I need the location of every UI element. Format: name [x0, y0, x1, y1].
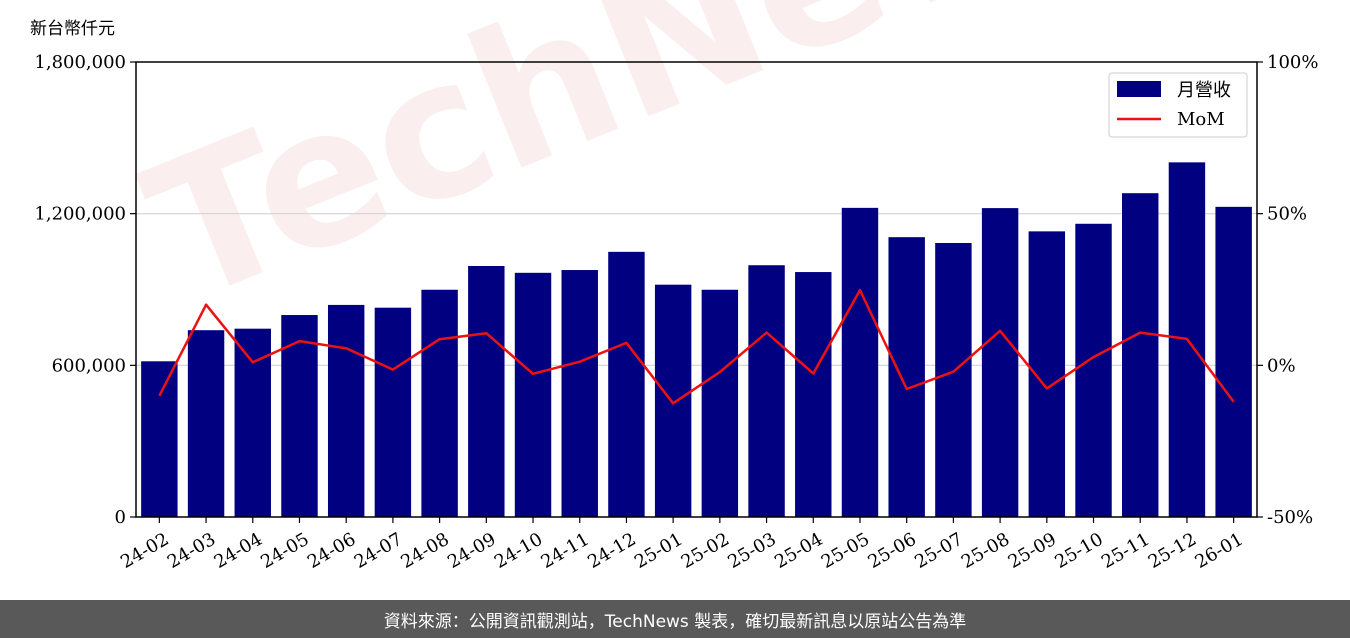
bar	[888, 237, 925, 518]
bar	[654, 284, 692, 517]
legend-label-revenue: 月營收	[1177, 80, 1231, 101]
x-tick-label: 24-12	[584, 529, 639, 573]
legend-bar-swatch	[1117, 81, 1161, 97]
bar	[281, 315, 318, 517]
bar	[514, 272, 552, 517]
bar	[561, 270, 598, 517]
x-tick-label: 24-05	[257, 529, 312, 573]
x-tick-label: 25-03	[724, 529, 779, 573]
right-tick-label: -50%	[1267, 507, 1313, 528]
bar	[608, 251, 645, 517]
left-tick-label: 1,800,000	[34, 52, 126, 73]
y-axis-unit-label: 新台幣仟元	[30, 19, 115, 39]
right-tick-label: 0%	[1267, 355, 1296, 376]
x-tick-label: 24-10	[491, 529, 546, 573]
bar	[468, 265, 505, 517]
footer-source-note: 資料來源：公開資訊觀測站，TechNews 製表，確切最新訊息以原站公告為準	[0, 600, 1350, 638]
x-tick-label: 25-05	[818, 529, 873, 573]
bar	[1122, 193, 1159, 518]
x-tick-label: 25-12	[1145, 529, 1200, 573]
legend-label-mom: MoM	[1177, 109, 1225, 130]
right-tick-label: 50%	[1267, 204, 1307, 225]
left-tick-label: 0	[115, 507, 126, 528]
bar	[1215, 206, 1252, 517]
bar	[327, 304, 365, 517]
x-tick-label: 24-02	[117, 529, 172, 573]
bar	[141, 361, 178, 517]
bar	[841, 207, 879, 517]
x-tick-label: 25-01	[631, 529, 686, 573]
x-tick-label: 25-11	[1098, 529, 1153, 573]
bar	[701, 289, 739, 517]
bar	[981, 208, 1019, 517]
bar	[795, 272, 832, 517]
x-tick-label: 24-04	[211, 529, 266, 573]
x-tick-label: 26-01	[1191, 529, 1246, 573]
mom-line	[158, 288, 1235, 405]
x-tick-label: 24-06	[304, 529, 359, 573]
bar	[187, 330, 225, 517]
x-tick-label: 24-07	[351, 529, 406, 573]
x-tick-label: 25-08	[958, 529, 1013, 573]
bar	[234, 328, 271, 517]
x-tick-label: 25-02	[678, 529, 733, 573]
bar	[374, 307, 412, 517]
x-tick-label: 25-09	[1005, 529, 1060, 573]
x-tick-label: 25-04	[771, 529, 826, 573]
plot-frame	[135, 61, 1258, 518]
bar	[748, 265, 785, 517]
left-tick-label: 1,200,000	[34, 204, 126, 225]
left-tick-label: 600,000	[52, 355, 126, 376]
x-tick-label: 24-08	[397, 529, 452, 573]
bar	[935, 242, 972, 517]
x-tick-label: 24-11	[538, 529, 593, 573]
x-tick-label: 25-10	[1051, 529, 1106, 573]
revenue-chart: 0 600,000 1,200,000 1,800,000 -50% 0% 50% 100% 2…	[34, 52, 1318, 573]
bar	[1075, 223, 1112, 517]
bar	[421, 289, 458, 517]
x-tick-label: 24-09	[444, 529, 499, 573]
x-tick-label: 24-03	[164, 529, 219, 573]
x-tick-label: 25-06	[864, 529, 919, 573]
right-tick-label: 100%	[1267, 52, 1318, 73]
x-tick-label: 25-07	[911, 529, 966, 573]
